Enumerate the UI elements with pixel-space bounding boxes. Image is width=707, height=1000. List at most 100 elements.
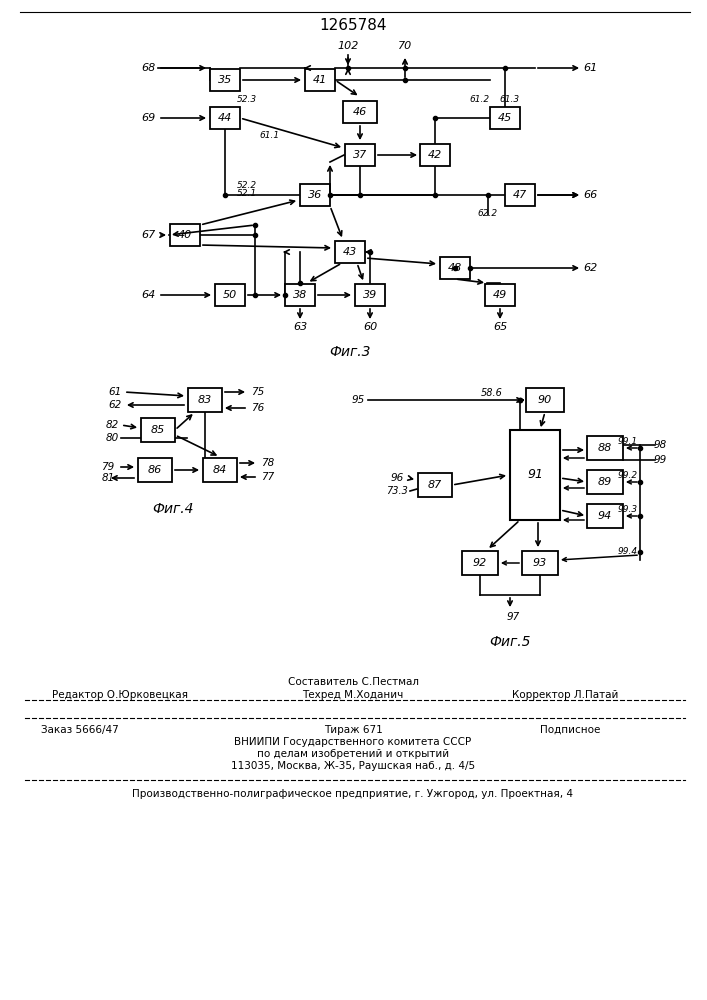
Text: 61.1: 61.1 xyxy=(260,131,280,140)
Text: 42: 42 xyxy=(428,150,442,160)
Text: 70: 70 xyxy=(398,41,412,51)
Text: 96: 96 xyxy=(390,473,404,483)
Text: 99: 99 xyxy=(653,455,667,465)
Text: 41: 41 xyxy=(313,75,327,85)
Text: 62: 62 xyxy=(583,263,597,273)
Text: 64: 64 xyxy=(141,290,155,300)
Bar xyxy=(587,436,623,460)
Text: 99.2: 99.2 xyxy=(618,472,638,481)
Text: 35: 35 xyxy=(218,75,232,85)
Bar xyxy=(505,184,535,206)
Text: 99.1: 99.1 xyxy=(618,438,638,446)
Text: 87: 87 xyxy=(428,480,442,490)
Text: 113035, Москва, Ж-35, Раушская наб., д. 4/5: 113035, Москва, Ж-35, Раушская наб., д. … xyxy=(231,761,475,771)
Bar xyxy=(587,470,623,494)
Text: 40: 40 xyxy=(178,230,192,240)
Text: 38: 38 xyxy=(293,290,307,300)
Text: 46: 46 xyxy=(353,107,367,117)
Text: ВНИИПИ Государственного комитета СССР: ВНИИПИ Государственного комитета СССР xyxy=(235,737,472,747)
Text: 98: 98 xyxy=(653,440,667,450)
Bar xyxy=(300,184,330,206)
Bar xyxy=(510,430,560,520)
Text: 66: 66 xyxy=(583,190,597,200)
Text: 62.2: 62.2 xyxy=(478,209,498,218)
Text: 61.2: 61.2 xyxy=(470,96,490,104)
Text: 84: 84 xyxy=(213,465,227,475)
Text: 39: 39 xyxy=(363,290,377,300)
Text: 61: 61 xyxy=(108,387,122,397)
Text: Тираж 671: Тираж 671 xyxy=(324,725,382,735)
Text: 58.6: 58.6 xyxy=(481,388,503,398)
Bar xyxy=(285,284,315,306)
Text: Подписное: Подписное xyxy=(540,725,600,735)
Text: 92: 92 xyxy=(473,558,487,568)
Bar xyxy=(355,284,385,306)
Text: 89: 89 xyxy=(598,477,612,487)
Bar xyxy=(420,144,450,166)
Text: 50: 50 xyxy=(223,290,237,300)
Text: 85: 85 xyxy=(151,425,165,435)
Text: 45: 45 xyxy=(498,113,512,123)
Text: Составитель С.Пестмал: Составитель С.Пестмал xyxy=(288,677,419,687)
Text: Фиг.4: Фиг.4 xyxy=(152,502,194,516)
Bar xyxy=(343,101,377,123)
Text: 67: 67 xyxy=(141,230,155,240)
Text: 79: 79 xyxy=(101,462,115,472)
Text: Заказ 5666/47: Заказ 5666/47 xyxy=(41,725,119,735)
Bar xyxy=(485,284,515,306)
Text: 102: 102 xyxy=(337,41,358,51)
Bar xyxy=(490,107,520,129)
Text: Фиг.3: Фиг.3 xyxy=(329,345,370,359)
Bar xyxy=(188,388,222,412)
Text: 52.1: 52.1 xyxy=(237,188,257,198)
Text: 76: 76 xyxy=(252,403,264,413)
Text: 60: 60 xyxy=(363,322,377,332)
Bar xyxy=(210,69,240,91)
Bar xyxy=(215,284,245,306)
Bar xyxy=(138,458,172,482)
Text: 63: 63 xyxy=(293,322,307,332)
Text: 52.2: 52.2 xyxy=(237,180,257,190)
Text: 62: 62 xyxy=(108,400,122,410)
Text: Редактор О.Юрковецкая: Редактор О.Юрковецкая xyxy=(52,690,188,700)
Text: 95: 95 xyxy=(351,395,365,405)
Text: 47: 47 xyxy=(513,190,527,200)
Bar xyxy=(170,224,200,246)
Text: 99.4: 99.4 xyxy=(618,548,638,556)
Text: 68: 68 xyxy=(141,63,155,73)
Bar xyxy=(526,388,564,412)
Text: 65: 65 xyxy=(493,322,507,332)
Text: 83: 83 xyxy=(198,395,212,405)
Bar xyxy=(462,551,498,575)
Text: 44: 44 xyxy=(218,113,232,123)
Bar xyxy=(522,551,558,575)
Text: 81: 81 xyxy=(101,473,115,483)
Bar xyxy=(418,473,452,497)
Bar xyxy=(210,107,240,129)
Text: 73.3: 73.3 xyxy=(386,486,408,496)
Text: 80: 80 xyxy=(105,433,119,443)
Bar xyxy=(440,257,470,279)
Text: 93: 93 xyxy=(533,558,547,568)
Text: 94: 94 xyxy=(598,511,612,521)
Text: 36: 36 xyxy=(308,190,322,200)
Text: 99.3: 99.3 xyxy=(618,506,638,514)
Text: 49: 49 xyxy=(493,290,507,300)
Text: 75: 75 xyxy=(252,387,264,397)
Text: 91: 91 xyxy=(527,468,543,482)
Bar xyxy=(305,69,335,91)
Text: 48: 48 xyxy=(448,263,462,273)
Text: 88: 88 xyxy=(598,443,612,453)
Text: 86: 86 xyxy=(148,465,162,475)
Bar xyxy=(587,504,623,528)
Text: 61.3: 61.3 xyxy=(500,96,520,104)
Text: 37: 37 xyxy=(353,150,367,160)
Text: 90: 90 xyxy=(538,395,552,405)
Text: 78: 78 xyxy=(262,458,274,468)
Bar xyxy=(335,241,365,263)
Text: 1265784: 1265784 xyxy=(320,18,387,33)
Text: Фиг.5: Фиг.5 xyxy=(489,635,531,649)
Text: Корректор Л.Патай: Корректор Л.Патай xyxy=(512,690,618,700)
Text: 69: 69 xyxy=(141,113,155,123)
Text: 61: 61 xyxy=(583,63,597,73)
